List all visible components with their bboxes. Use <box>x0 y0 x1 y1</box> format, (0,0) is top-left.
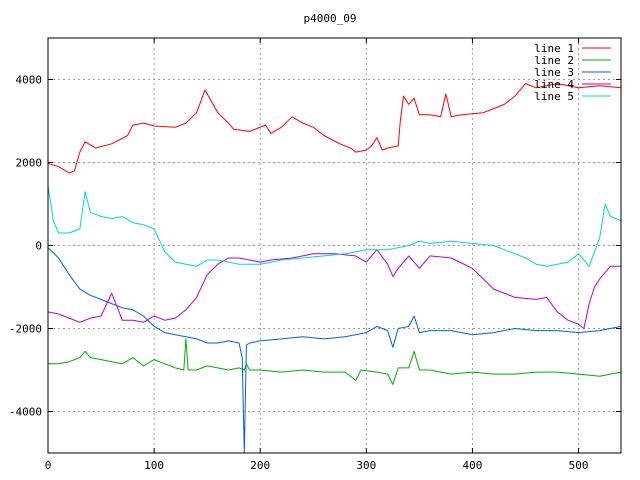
legend-label: line 1 <box>534 42 574 55</box>
x-tick-label: 300 <box>356 459 376 472</box>
x-tick-label: 400 <box>463 459 483 472</box>
series-line-3 <box>48 247 621 453</box>
y-tick-label: -4000 <box>9 406 42 419</box>
series-line-1 <box>48 83 621 174</box>
series-line-5 <box>48 185 621 267</box>
series-line-4 <box>48 249 621 329</box>
y-tick-label: -2000 <box>9 323 42 336</box>
legend-label: line 2 <box>534 54 574 67</box>
x-tick-label: 200 <box>250 459 270 472</box>
x-tick-label: 500 <box>569 459 589 472</box>
series-line-2 <box>48 338 621 385</box>
series-group <box>48 83 621 453</box>
y-tick-label: 2000 <box>16 157 43 170</box>
chart-title: p4000_09 <box>304 12 357 25</box>
y-tick-label: 0 <box>35 240 42 253</box>
axis-ticks: 0 100 200 300 400 500 -4000 -2000 0 2000 4000 <box>9 38 621 472</box>
grid <box>48 38 621 453</box>
legend-label: line 5 <box>534 90 574 103</box>
x-tick-label: 100 <box>144 459 164 472</box>
x-tick-label: 0 <box>45 459 52 472</box>
legend-label: line 3 <box>534 66 574 79</box>
legend-label: line 4 <box>534 78 574 91</box>
y-tick-label: 4000 <box>16 74 43 87</box>
plot-frame <box>47 37 622 454</box>
